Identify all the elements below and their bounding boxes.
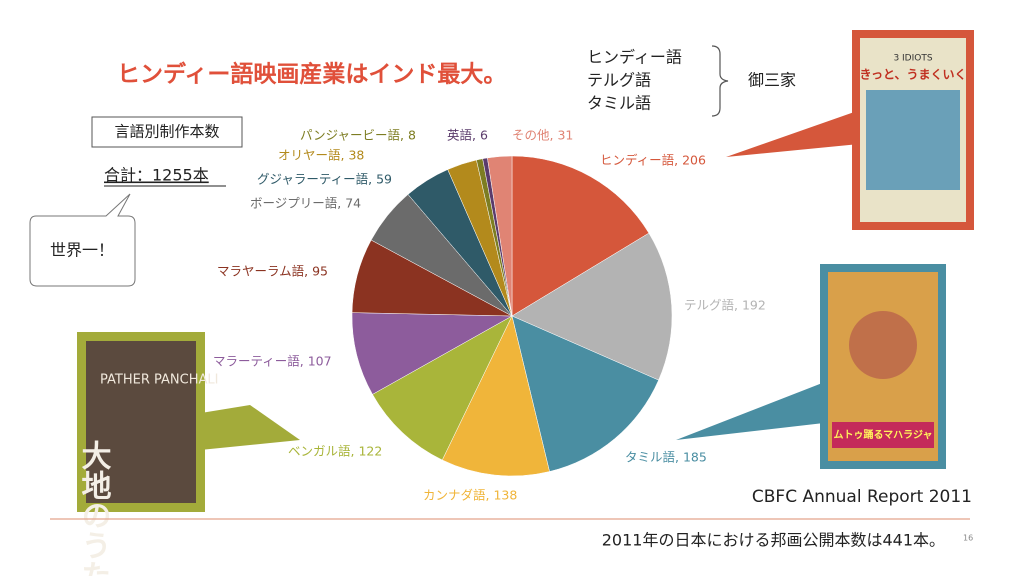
label-box [91, 116, 243, 148]
big-three-item: テルグ語 [587, 71, 651, 90]
pie-slice [511, 315, 659, 472]
poster [86, 341, 196, 503]
data-label: オリヤー語, 38 [278, 148, 364, 163]
data-label: カンナダ語, 138 [423, 488, 517, 503]
poster-title: 大地のうた [76, 440, 112, 576]
data-label: ヒンディー語, 206 [600, 153, 706, 168]
data-label: パンジャービー語, 8 [300, 128, 416, 143]
callout-pointer [676, 380, 850, 440]
poster-subtitle: 3 IDIOTS [893, 54, 932, 64]
poster-title: ムトゥ踊るマハラジャ [834, 429, 933, 441]
pie-slice [351, 312, 513, 395]
pie-slice [511, 155, 650, 317]
page-number: 16 [963, 534, 973, 543]
slide-title: ヒンディー語映画産業はインド最大。 [117, 61, 506, 88]
bubble-text: 世界一！ [50, 241, 114, 260]
pie-slice [487, 155, 513, 317]
pie-slice [441, 315, 550, 477]
source: CBFC Annual Report 2011 [752, 487, 972, 507]
data-label: マラヤーラム語, 95 [217, 264, 328, 279]
data-label: テルグ語, 192 [684, 298, 766, 313]
poster-subtitle: PATHER PANCHALI [100, 373, 218, 388]
pie-slice [372, 315, 513, 461]
big-three-item: タミル語 [587, 94, 651, 113]
big-three-label: 御三家 [748, 71, 796, 90]
poster-banner [832, 422, 934, 448]
speech-bubble [29, 193, 136, 287]
box-label: 言語別制作本数 [114, 123, 219, 141]
data-label: マラーティー語, 107 [213, 354, 332, 369]
pie: ヒンディー語, 206 テルグ語, 192 タミル語, 185 カンナダ語, 138 ベ… [213, 128, 766, 503]
poster-face [849, 311, 917, 379]
poster-photo [866, 90, 960, 190]
poster-title: きっと、うまくいく [859, 68, 966, 82]
data-label: ボージプリー語, 74 [250, 196, 361, 211]
pie-slice [511, 232, 673, 381]
data-label: その他, 31 [512, 128, 573, 143]
data-label: タミル語, 185 [625, 450, 707, 465]
data-label: グジャラーティー語, 59 [257, 172, 392, 187]
total: 合計：1255本 [104, 166, 209, 185]
brace [711, 45, 729, 117]
footer-note: 2011年の日本における邦画公開本数は441本。 [602, 531, 945, 550]
big-three-item: ヒンディー語 [587, 48, 682, 67]
data-label: 英語, 6 [447, 128, 488, 143]
data-label: ベンガル語, 122 [288, 444, 382, 459]
